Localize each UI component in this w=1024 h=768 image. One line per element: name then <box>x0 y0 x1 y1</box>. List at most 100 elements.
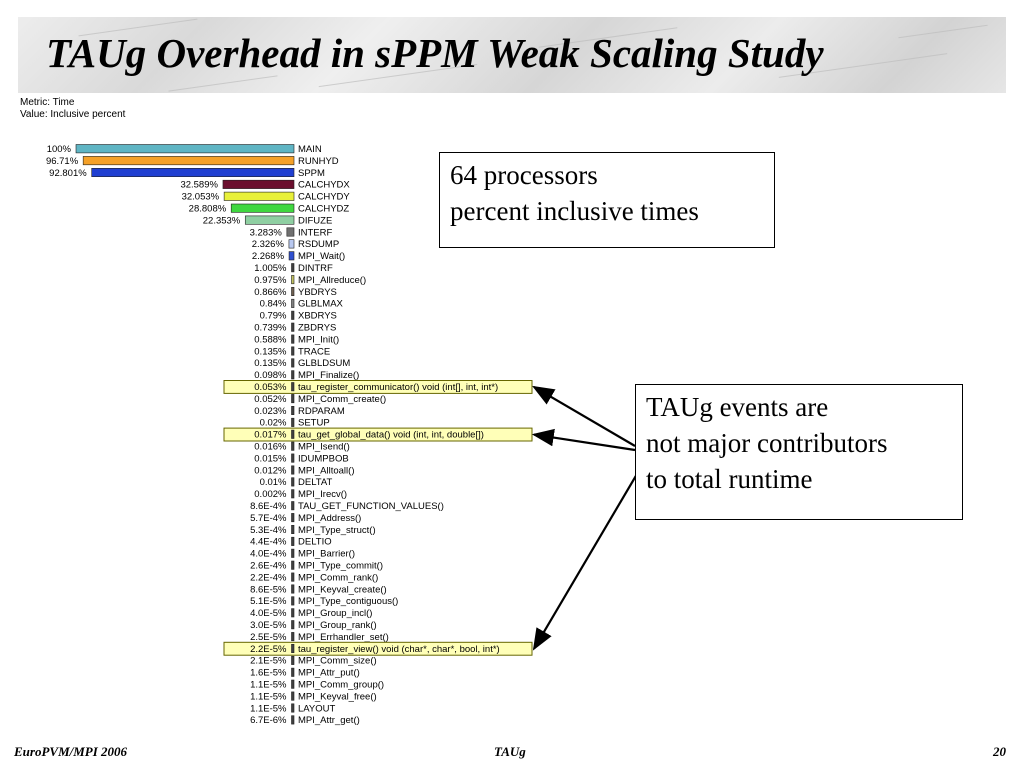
value-label: 100% <box>47 144 72 155</box>
bar <box>291 382 295 392</box>
bar <box>291 679 295 689</box>
function-label: IDUMPBOB <box>298 453 349 464</box>
function-label: RDPARAM <box>298 406 345 417</box>
bar <box>291 477 295 487</box>
value-label: 0.588% <box>254 334 287 345</box>
function-label: RSDUMP <box>298 239 339 250</box>
function-label: MPI_Group_incl() <box>298 608 372 619</box>
value-label: 22.353% <box>203 215 241 226</box>
footer-conference: EuroPVM/MPI 2006 <box>14 744 128 759</box>
value-label: Value: Inclusive percent <box>20 109 126 120</box>
function-label: tau_register_communicator() void (int[],… <box>298 382 498 393</box>
bar <box>291 334 295 344</box>
value-label: 1.1E-5% <box>250 703 287 714</box>
bar <box>288 251 295 261</box>
callout-line-2: not major contributors <box>646 428 888 458</box>
bar <box>291 608 295 618</box>
bar <box>222 179 295 189</box>
slide-number: 20 <box>993 744 1006 759</box>
value-label: 32.053% <box>182 192 220 203</box>
callout-arrow <box>531 428 636 452</box>
bar <box>291 655 295 665</box>
bar <box>223 191 295 201</box>
function-label: LAYOUT <box>298 703 336 714</box>
bar <box>291 286 295 296</box>
function-label: YBDRYS <box>298 287 337 298</box>
bar <box>291 513 295 523</box>
function-label: MPI_Type_commit() <box>298 561 383 572</box>
callout-line-1: 64 processors <box>450 160 598 190</box>
bar <box>291 703 295 713</box>
function-label: MPI_Finalize() <box>298 370 359 381</box>
value-label: 0.052% <box>254 394 287 405</box>
bar <box>291 632 295 642</box>
value-label: 2.2E-5% <box>250 644 287 655</box>
value-label: 5.3E-4% <box>250 525 287 536</box>
function-label: MPI_Comm_size() <box>298 656 377 667</box>
value-label: 1.6E-5% <box>250 668 287 679</box>
highlight-box <box>223 641 533 656</box>
function-label: MPI_Attr_get() <box>298 715 360 726</box>
function-label: TAU_GET_FUNCTION_VALUES() <box>298 501 444 512</box>
bar <box>291 370 295 380</box>
bar <box>291 536 295 546</box>
value-label: 0.012% <box>254 465 287 476</box>
function-label: MPI_Type_contiguous() <box>298 596 398 607</box>
function-label: MPI_Keyval_create() <box>298 584 387 595</box>
function-label: CALCHYDX <box>298 180 350 191</box>
value-label: 2.268% <box>252 251 285 262</box>
value-label: 92.801% <box>49 168 87 179</box>
bar <box>244 215 295 225</box>
value-label: 0.866% <box>254 287 287 298</box>
value-label: 8.6E-5% <box>250 584 287 595</box>
value-label: 2.5E-5% <box>250 632 287 643</box>
bar <box>286 227 295 237</box>
bar <box>230 203 295 213</box>
bar <box>75 144 295 154</box>
function-label: MPI_Comm_create() <box>298 394 386 405</box>
value-label: 1.1E-5% <box>250 691 287 702</box>
value-label: 4.0E-5% <box>250 608 287 619</box>
bar <box>91 168 295 178</box>
value-label: 0.135% <box>254 358 287 369</box>
function-label: MPI_Allreduce() <box>298 275 366 286</box>
processors-callout: 64 processors percent inclusive times <box>439 152 775 248</box>
footer-topic: TAUg <box>494 744 526 759</box>
value-label: 3.283% <box>250 227 283 238</box>
function-label: ZBDRYS <box>298 323 336 334</box>
value-label: 0.098% <box>254 370 287 381</box>
callout-arrow <box>532 385 636 447</box>
value-label: 0.975% <box>254 275 287 286</box>
bar <box>82 156 295 166</box>
value-label: 28.808% <box>189 204 227 215</box>
value-label: 0.79% <box>260 311 287 322</box>
bar <box>291 691 295 701</box>
function-label: MPI_Irecv() <box>298 489 347 500</box>
bar <box>291 263 295 273</box>
callout-line-1: TAUg events are <box>646 392 829 422</box>
function-label: SETUP <box>298 418 330 429</box>
value-label: 32.589% <box>180 180 218 191</box>
bar <box>288 239 295 249</box>
bar <box>291 322 295 332</box>
bar <box>291 417 295 427</box>
bar <box>291 584 295 594</box>
value-label: 2.1E-5% <box>250 656 287 667</box>
function-label: TRACE <box>298 346 330 357</box>
bar <box>291 501 295 511</box>
bar <box>291 453 295 463</box>
function-label: MPI_Comm_rank() <box>298 572 378 583</box>
function-label: MPI_Errhandler_set() <box>298 632 389 643</box>
value-label: 2.6E-4% <box>250 561 287 572</box>
function-label: MPI_Comm_group() <box>298 680 384 691</box>
value-label: 0.739% <box>254 323 287 334</box>
function-label: MPI_Type_struct() <box>298 525 376 536</box>
function-label: DIFUZE <box>298 215 332 226</box>
bar <box>291 643 295 653</box>
function-label: MPI_Group_rank() <box>298 620 377 631</box>
value-label: 96.71% <box>46 156 79 167</box>
function-label: DELTAT <box>298 477 333 488</box>
value-label: 5.1E-5% <box>250 596 287 607</box>
bar <box>291 405 295 415</box>
bar <box>291 441 295 451</box>
